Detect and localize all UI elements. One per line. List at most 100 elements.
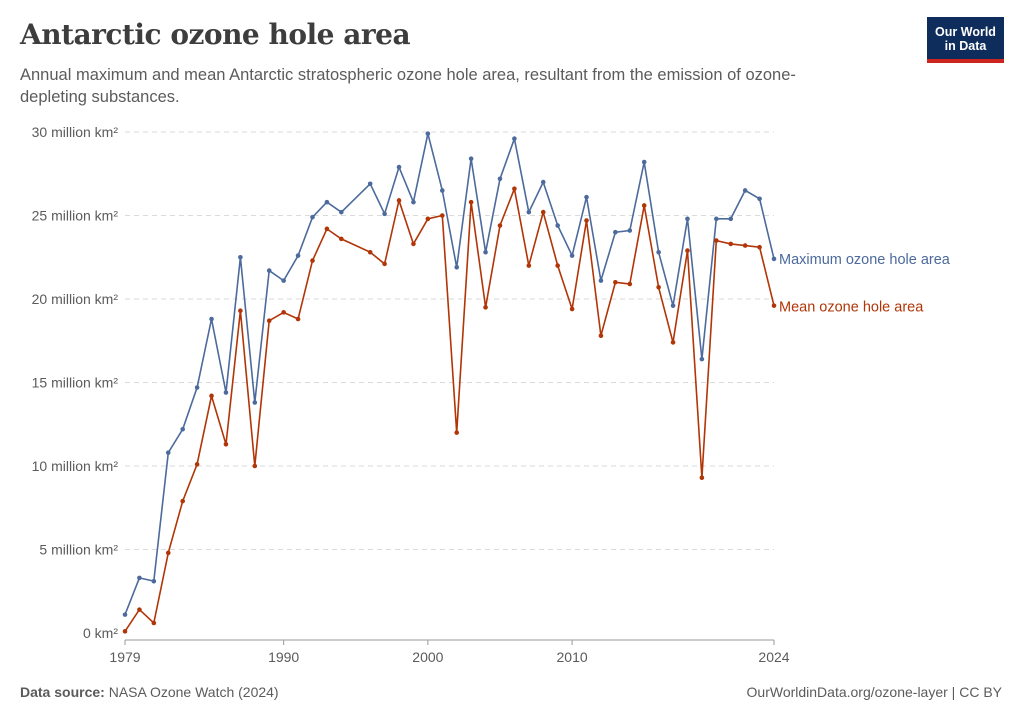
data-point [122,629,128,634]
x-tick-label: 2010 [557,649,588,665]
data-point [584,194,589,200]
data-point [771,256,777,262]
data-point [137,607,142,612]
data-point [439,188,445,193]
x-tick-label: 1979 [109,649,140,665]
data-point [656,285,661,290]
data-point [627,228,633,233]
data-point [454,430,460,435]
data-point [339,209,344,215]
series-label: Mean ozone hole area [779,300,924,316]
data-point [223,390,229,395]
owid-logo[interactable]: Our World in Data [927,17,1004,63]
series-line-1 [124,185,775,632]
data-source-label: Data source: [20,684,105,700]
data-point [295,316,301,322]
data-point [425,216,431,222]
data-source: Data source: NASA Ozone Watch (2024) [20,684,279,700]
data-point [670,303,676,308]
data-point [151,578,157,584]
series-line-0 [124,133,775,615]
data-point [194,385,200,390]
data-point [584,218,589,223]
data-point [771,303,777,308]
data-point [512,136,517,141]
data-point [526,263,532,268]
data-point [295,253,301,258]
data-point [497,176,503,182]
data-point [613,229,618,235]
logo-line1: Our World [935,25,996,39]
x-tick-label: 2024 [758,649,789,665]
data-point [483,305,488,310]
data-point [411,241,416,247]
x-tick-label: 1990 [268,649,299,665]
data-point [641,159,647,165]
data-point [685,216,690,222]
data-point [339,236,344,242]
data-point [310,214,315,220]
chart-title: Antarctic ozone hole area [20,18,411,51]
data-point [468,199,474,205]
data-point [742,188,748,193]
data-point [670,340,676,345]
data-point [483,249,488,255]
data-point [122,612,128,617]
data-point [194,462,200,467]
data-point [526,209,532,215]
data-point [613,280,618,285]
data-point [439,213,445,218]
data-source-value: NASA Ozone Watch (2024) [108,684,279,700]
y-tick-label: 10 million km² [32,458,119,474]
data-point [281,278,286,283]
data-point [656,249,661,255]
data-point [252,463,258,469]
data-point [209,393,214,399]
y-tick-label: 25 million km² [32,208,119,224]
data-point [238,254,243,260]
footer-link[interactable]: OurWorldinData.org/ozone-layer | CC BY [746,684,1002,700]
data-point [699,356,705,362]
data-point [238,308,243,313]
data-point [266,268,272,273]
data-point [266,318,272,324]
data-point [151,620,157,626]
data-point [454,264,460,270]
data-point [310,258,315,263]
data-point [137,575,142,581]
data-point [512,186,517,192]
y-tick-label: 30 million km² [32,124,119,140]
data-point [223,441,229,447]
data-point [757,244,762,250]
data-point [324,199,330,205]
data-point [540,209,546,215]
data-point [396,198,402,203]
data-point [367,249,373,255]
data-point [180,426,185,432]
data-point [714,216,719,222]
data-point [555,223,560,228]
data-point [714,238,719,243]
logo-line2: in Data [944,39,987,53]
data-point [540,179,546,185]
data-point [209,316,214,322]
data-point [497,223,503,228]
data-point [382,211,387,217]
data-point [598,333,604,339]
data-point [180,498,185,504]
data-point [425,131,431,136]
data-point [165,550,171,556]
data-point [685,248,690,253]
data-point [641,203,647,208]
data-point [411,199,416,205]
data-point [367,181,373,187]
data-point [555,263,560,268]
data-point [569,306,575,312]
data-point [252,400,258,405]
data-point [699,475,705,480]
y-tick-label: 20 million km² [32,291,119,307]
data-point [468,156,474,162]
chart-subtitle: Annual maximum and mean Antarctic strato… [20,66,796,106]
y-tick-label: 15 million km² [32,375,119,391]
